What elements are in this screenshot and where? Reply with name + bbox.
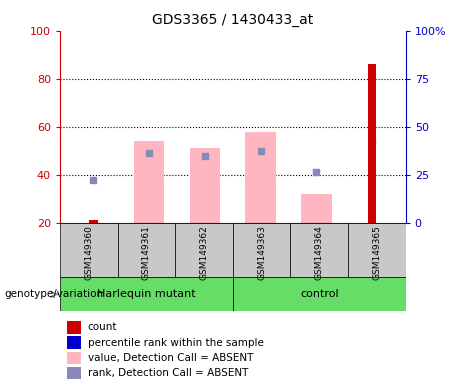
- Bar: [368, 64, 376, 223]
- Bar: [233, 223, 290, 278]
- Bar: [67, 367, 81, 379]
- Bar: [60, 278, 233, 311]
- Text: control: control: [300, 289, 338, 299]
- Bar: [67, 321, 81, 334]
- Bar: [118, 223, 175, 278]
- Bar: [175, 223, 233, 278]
- Bar: [134, 141, 165, 223]
- Text: Harlequin mutant: Harlequin mutant: [97, 289, 195, 299]
- Text: genotype/variation: genotype/variation: [5, 289, 104, 299]
- Bar: [67, 336, 81, 349]
- Bar: [301, 194, 332, 223]
- Text: GSM149365: GSM149365: [372, 225, 381, 280]
- Bar: [348, 223, 406, 278]
- Text: count: count: [88, 322, 117, 332]
- Bar: [89, 220, 98, 223]
- Bar: [67, 351, 81, 364]
- Text: GSM149360: GSM149360: [84, 225, 93, 280]
- Text: percentile rank within the sample: percentile rank within the sample: [88, 338, 264, 348]
- Title: GDS3365 / 1430433_at: GDS3365 / 1430433_at: [152, 13, 313, 27]
- Bar: [245, 131, 276, 223]
- Bar: [290, 223, 348, 278]
- Text: GSM149362: GSM149362: [200, 225, 208, 280]
- Text: GSM149363: GSM149363: [257, 225, 266, 280]
- Bar: [60, 223, 118, 278]
- Text: value, Detection Call = ABSENT: value, Detection Call = ABSENT: [88, 353, 253, 363]
- Bar: [233, 278, 406, 311]
- Text: GSM149364: GSM149364: [315, 225, 324, 280]
- Text: rank, Detection Call = ABSENT: rank, Detection Call = ABSENT: [88, 368, 248, 378]
- Bar: [189, 148, 220, 223]
- Text: GSM149361: GSM149361: [142, 225, 151, 280]
